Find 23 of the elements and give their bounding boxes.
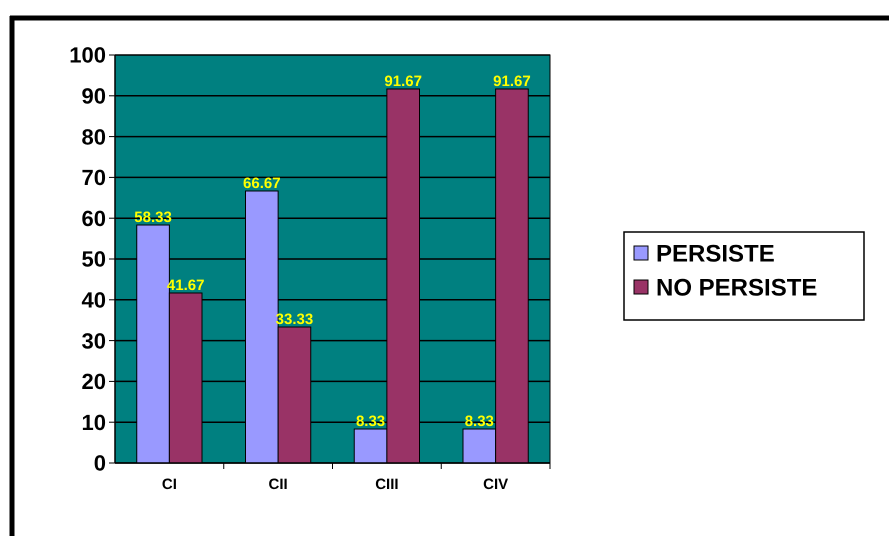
y-tick-label: 40 [82, 288, 106, 312]
y-tick-label: 50 [82, 246, 106, 272]
x-tick-label: CII [268, 476, 288, 493]
legend-label: NO PERSISTE [656, 274, 818, 302]
y-tick-label: 60 [82, 206, 106, 231]
y-tick-label: 30 [82, 328, 106, 354]
legend-label: PERSISTE [656, 240, 775, 268]
y-tick-label: 0 [94, 450, 106, 476]
y-tick-label: 10 [82, 410, 106, 435]
data-label: 66.67 [243, 174, 281, 192]
y-tick-label: 70 [82, 165, 106, 190]
x-tick-label: CIV [483, 476, 508, 493]
data-label: 91.67 [493, 72, 531, 90]
y-tick-label: 100 [69, 42, 106, 68]
data-label: 91.67 [384, 72, 422, 90]
x-tick-label: CI [162, 476, 177, 493]
y-tick-label: 80 [82, 124, 106, 150]
y-tick-label: 90 [82, 84, 106, 108]
data-label: 58.33 [134, 209, 172, 226]
x-tick-label: CIII [375, 476, 399, 493]
data-label: 8.33 [464, 413, 494, 430]
data-label: 8.33 [356, 413, 386, 430]
y-tick-label: 20 [82, 369, 106, 394]
